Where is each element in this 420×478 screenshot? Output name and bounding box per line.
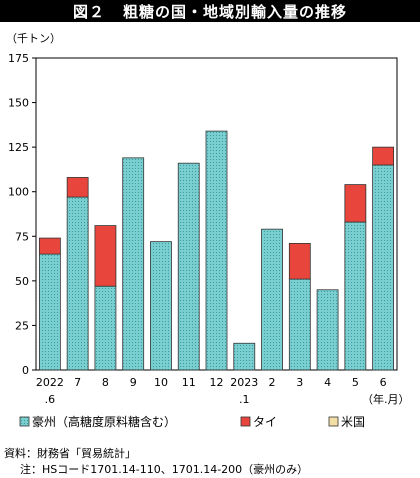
y-tick-label: 125 [8,141,29,154]
legend-swatch [19,416,30,427]
x-tick-label: 3 [296,376,303,389]
x-tick-label-sub: .6 [45,393,56,406]
bar-segment [205,130,228,371]
x-tick-label: 8 [102,376,109,389]
y-tick-label: 25 [15,319,29,332]
x-tick-label: 12 [210,376,224,389]
legend-label: タイ [253,415,277,429]
bar-segment [177,162,200,371]
x-tick-label: 9 [130,376,137,389]
bar-segment [122,157,145,371]
bar-segment [372,164,395,371]
y-tick-label: 100 [8,186,29,199]
bar-segment [344,184,367,223]
bar-segment [38,253,61,371]
bar-segment [94,225,117,287]
legend-swatch [240,416,251,427]
bar-segment [288,243,311,280]
bar-segment [66,196,89,371]
y-tick-label: 0 [22,364,29,377]
y-tick-label: 150 [8,97,29,110]
source-note: 資料：財務省「貿易統計」 [4,447,136,460]
bar-segment [261,228,283,371]
x-tick-label: 2023 [230,376,258,389]
x-tick-label: 11 [182,376,196,389]
bar-segment [316,289,339,371]
x-tick-label: 5 [352,376,359,389]
bar-segment [233,342,256,371]
legend-label: 米国 [341,415,365,429]
chart-title: 粗糖の国・地域別輸入量の推移 [123,2,348,21]
bar-segment [344,221,367,371]
x-tick-label: 2022 [36,376,64,389]
y-tick-label: 175 [8,52,29,65]
x-tick-label: 4 [324,376,331,389]
hs-code-note: 注：HSコード1701.14-110、1701.14-200（豪州のみ） [20,463,309,476]
bar-segment [38,237,61,255]
legend-swatch [328,416,339,427]
y-tick-label: 75 [15,230,29,243]
bar-segment [94,285,117,371]
x-tick-label: 7 [74,376,81,389]
bar-segment [66,177,89,198]
x-tick-label: 6 [380,376,387,389]
x-tick-label-sub: .1 [239,393,250,406]
y-tick-label: 50 [15,275,29,288]
legend-label: 豪州（高糖度原料糖含む） [32,414,176,429]
x-tick-label: 2 [269,376,276,389]
bar-segment [150,241,172,371]
x-tick-label: 10 [154,376,168,389]
bars [38,130,395,371]
title-bar: 図２ 粗糖の国・地域別輸入量の推移 [0,0,420,22]
legend: 豪州（高糖度原料糖含む） タイ 米国 [19,414,365,429]
bar-segment [372,146,395,166]
x-axis-unit: （年.月） [362,392,410,406]
bar-segment [288,278,311,371]
y-axis-unit: （千トン） [6,32,61,45]
figure-label: 図２ [72,2,105,21]
